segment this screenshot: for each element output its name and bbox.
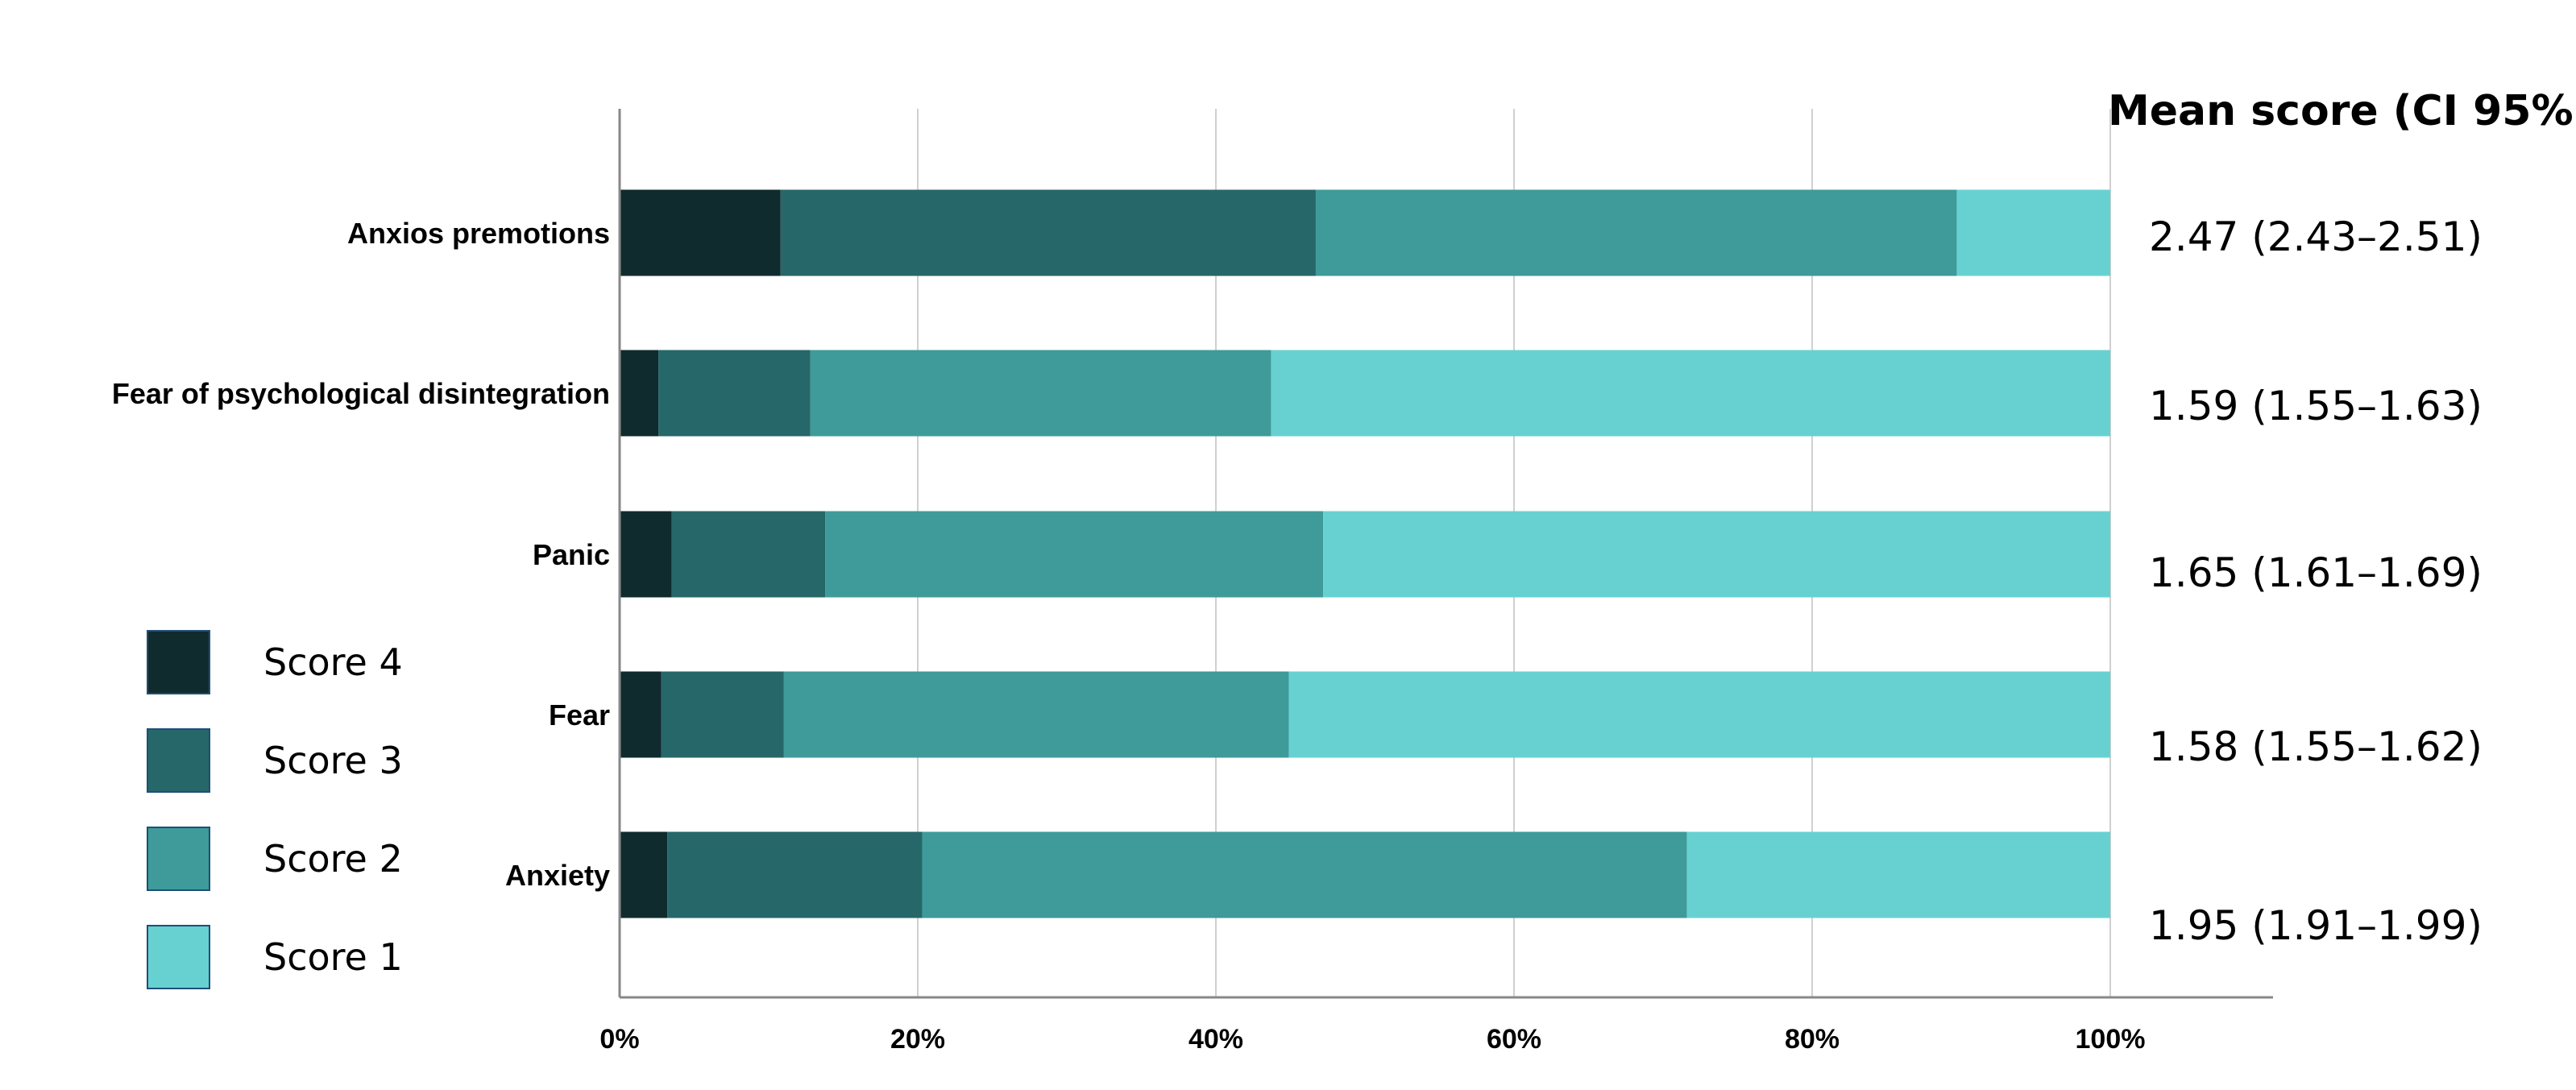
legend-swatch — [147, 728, 210, 793]
mean-score-column: Mean score (CI 95%) 2.47 (2.43–2.51) 1.59… — [2108, 87, 2576, 949]
bar-segment-score-4 — [620, 189, 781, 276]
bar-segment-score-3 — [780, 189, 1316, 276]
x-tick-label: 20% — [890, 1024, 945, 1055]
category-label: Anxiety — [505, 859, 610, 892]
bar-segment-score-4 — [620, 350, 659, 437]
x-tick-labels: 0% 20% 40% 60% 80% 100% — [599, 1024, 2145, 1055]
axis-layer — [618, 109, 2273, 999]
bar-segment-score-2 — [922, 831, 1687, 918]
category-label: Fear of psychological disintegration — [112, 377, 610, 410]
x-tick-label: 40% — [1188, 1024, 1243, 1055]
mean-score-value: 1.59 (1.55–1.63) — [2149, 383, 2483, 429]
bar-segment-score-3 — [667, 831, 923, 918]
legend-swatch — [147, 925, 210, 989]
bar-segment-score-4 — [620, 511, 672, 598]
x-tick-label: 80% — [1785, 1024, 1840, 1055]
bar-segment-score-3 — [658, 350, 811, 437]
bar-segment-score-2 — [825, 511, 1324, 598]
bar-segment-score-1 — [1956, 189, 2110, 276]
bar-segment-score-3 — [671, 511, 826, 598]
x-tick-label: 100% — [2076, 1024, 2146, 1055]
x-tick-label: 60% — [1487, 1024, 1541, 1055]
bar-segment-score-1 — [1323, 511, 2110, 598]
legend-label: Score 4 — [263, 640, 403, 684]
legend-swatch — [147, 630, 210, 694]
legend: Score 4 Score 3 Score 2 Score 1 — [147, 630, 403, 989]
bars-layer — [620, 189, 2110, 918]
mean-score-value: 1.95 (1.91–1.99) — [2149, 902, 2483, 949]
bar-segment-score-4 — [620, 671, 662, 758]
legend-label: Score 1 — [263, 935, 403, 979]
mean-score-value: 2.47 (2.43–2.51) — [2149, 213, 2483, 260]
legend-label: Score 2 — [263, 837, 403, 881]
legend-swatch — [147, 827, 210, 891]
bar-segment-score-1 — [1288, 671, 2110, 758]
category-label: Anxios premotions — [347, 217, 610, 250]
x-tick-label: 0% — [599, 1024, 639, 1055]
bar-segment-score-2 — [810, 350, 1271, 437]
bar-segment-score-2 — [783, 671, 1289, 758]
legend-label: Score 3 — [263, 739, 403, 782]
bar-segment-score-4 — [620, 831, 668, 918]
bar-segment-score-1 — [1686, 831, 2110, 918]
category-label: Panic — [533, 538, 610, 571]
bar-segment-score-1 — [1271, 350, 2110, 437]
bar-segment-score-2 — [1315, 189, 1957, 276]
mean-score-value: 1.58 (1.55–1.62) — [2149, 723, 2483, 770]
bar-segment-score-3 — [661, 671, 784, 758]
category-label: Fear — [549, 698, 610, 732]
mean-score-value: 1.65 (1.61–1.69) — [2149, 549, 2483, 596]
mean-score-title: Mean score (CI 95%) — [2108, 87, 2576, 135]
category-labels: Anxios premotions Fear of psychological d… — [112, 217, 610, 892]
